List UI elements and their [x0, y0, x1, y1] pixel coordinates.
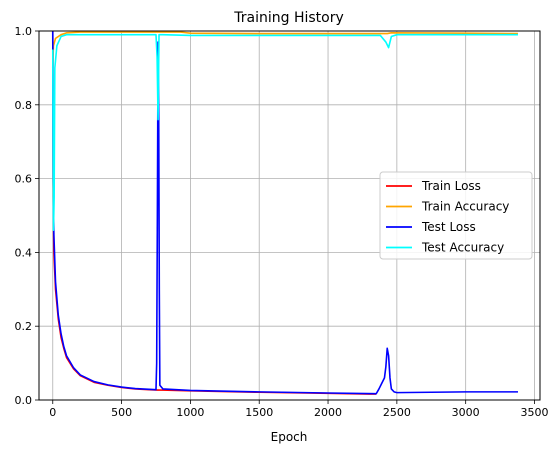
y-tick-label: 0.4 — [15, 246, 33, 259]
x-tick-label: 500 — [111, 406, 132, 419]
x-axis-label: Epoch — [271, 430, 308, 444]
y-tick-label: 0.2 — [15, 320, 33, 333]
x-tick-label: 0 — [49, 406, 56, 419]
legend-label: Train Loss — [421, 179, 481, 193]
y-tick-label: 1.0 — [15, 25, 33, 38]
legend-label: Test Accuracy — [421, 241, 504, 255]
x-tick-label: 1500 — [245, 406, 273, 419]
legend-label: Test Loss — [421, 220, 476, 234]
legend-label: Train Accuracy — [421, 200, 509, 214]
x-axis-ticks: 0 500 1000 1500 2000 2500 3000 3500 — [49, 400, 548, 419]
y-tick-label: 0.6 — [15, 173, 33, 186]
x-tick-label: 2500 — [383, 406, 411, 419]
series-line-test-accuracy — [51, 33, 518, 232]
legend: Train Loss Train Accuracy Test Loss Test Ac… — [379, 171, 533, 260]
y-tick-label: 0.0 — [15, 394, 33, 407]
plot-frame — [38, 30, 541, 401]
x-tick-label: 2000 — [314, 406, 342, 419]
series-line-train-accuracy — [51, 31, 518, 68]
series-lines — [51, 31, 518, 395]
chart-title: Training History — [233, 10, 344, 26]
x-tick-label: 3000 — [452, 406, 480, 419]
legend-box — [379, 171, 533, 260]
x-tick-label: 3500 — [520, 406, 548, 419]
y-axis-ticks: 0.0 0.2 0.4 0.6 0.8 1.0 — [15, 25, 39, 407]
y-tick-label: 0.8 — [15, 99, 33, 112]
x-tick-label: 1000 — [176, 406, 204, 419]
